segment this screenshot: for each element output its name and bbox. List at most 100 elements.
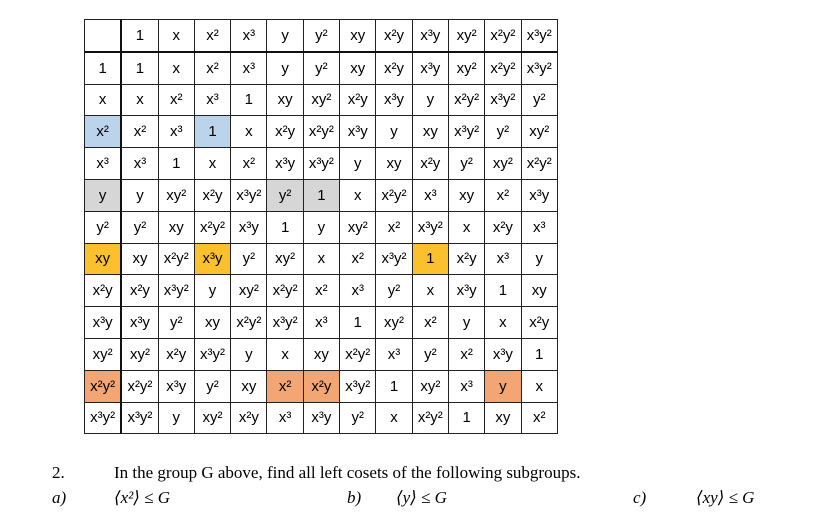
- table-cell: x²y²: [520, 147, 558, 180]
- table-cell: xy²: [411, 369, 449, 403]
- table-cell: y: [302, 210, 341, 244]
- table-cell: 1: [520, 337, 558, 371]
- part-c-subgroup: ⟨xy⟩ ≤ G: [696, 488, 755, 507]
- column-header-cell: x³: [230, 18, 268, 53]
- table-cell: x²y²: [302, 115, 341, 149]
- table-cell: x²y²: [120, 369, 159, 403]
- table-cell: y²: [157, 306, 195, 339]
- table-cell: x³: [266, 401, 304, 435]
- column-header-cell: x: [157, 18, 195, 53]
- table-row: x³y x³y y² xy x²y² x³y² x³ 1 xy² x² y x x²y: [84, 306, 558, 339]
- table-cell: xy: [302, 337, 341, 371]
- table-cell: y²: [120, 210, 159, 244]
- cayley-table: 1 x x² x³ y y² xy x²y x³y xy² x²y² x³y² 1 1 x x² x³ y y² xy…: [84, 18, 558, 435]
- column-header-cell: 1: [120, 18, 159, 53]
- table-row: 1 1 x x² x³ y y² xy x²y x³y xy² x²y² x³y²: [84, 51, 558, 85]
- table-cell: x²: [230, 147, 268, 180]
- table-row: x²y x²y x³y² y xy² x²y² x² x³ y² x x³y 1 xy: [84, 274, 558, 308]
- table-cell: x²y: [447, 242, 486, 276]
- row-header-cell: x²y: [84, 274, 123, 308]
- table-cell: x³: [484, 242, 522, 276]
- row-header-cell: x²: [84, 115, 123, 149]
- table-cell: x²y: [302, 369, 341, 403]
- table-cell: x³: [447, 369, 486, 403]
- question-text: In the group G above, find all left cose…: [114, 463, 581, 482]
- table-cell: y: [120, 178, 159, 212]
- table-cell: 1: [157, 147, 195, 180]
- table-cell: y: [193, 274, 232, 308]
- table-cell: x³y²: [120, 401, 159, 435]
- column-header-cell: y: [266, 18, 304, 53]
- table-cell: y²: [520, 83, 558, 117]
- column-header-cell: y²: [302, 18, 341, 53]
- table-cell: x²: [302, 274, 341, 308]
- table-cell: x²y²: [157, 242, 195, 276]
- table-cell: x³y: [120, 306, 159, 339]
- table-cell: x²y²: [193, 210, 232, 244]
- table-cell: x: [411, 274, 449, 308]
- table-cell: xy: [411, 115, 449, 149]
- table-cell: y²: [375, 274, 413, 308]
- table-cell: x: [375, 401, 413, 435]
- table-cell: x³: [520, 210, 558, 244]
- table-cell: xy: [375, 147, 413, 180]
- column-header-cell: x³y²: [520, 18, 558, 53]
- table-cell: y²: [193, 369, 232, 403]
- table-row: x x x² x³ 1 xy xy² x²y x³y y x²y² x³y² y²: [84, 83, 558, 117]
- table-cell: x²y: [120, 274, 159, 308]
- table-cell: x²y²: [447, 83, 486, 117]
- row-header-cell: x³y: [84, 306, 123, 339]
- table-cell: x³y: [157, 369, 195, 403]
- table-cell: 1: [193, 115, 232, 149]
- table-cell: 1: [120, 51, 159, 85]
- table-cell: xy²: [230, 274, 268, 308]
- table-cell: x: [266, 337, 304, 371]
- table-cell: x²y: [520, 306, 558, 339]
- table-cell: y: [520, 242, 558, 276]
- table-cell: x³y: [447, 274, 486, 308]
- table-cell: x²: [484, 178, 522, 212]
- table-cell: x: [120, 83, 159, 117]
- table-row: x³y² x³y² y xy² x²y x³ x³y y² x x²y² 1 xy x²: [84, 401, 558, 435]
- table-cell: y²: [230, 242, 268, 276]
- row-header-cell: 1: [84, 51, 123, 85]
- part-b-subgroup: ⟨y⟩ ≤ G: [396, 488, 447, 507]
- table-cell: y: [339, 147, 377, 180]
- table-cell: x³y²: [411, 210, 449, 244]
- table-corner-cell: [84, 18, 123, 53]
- table-cell: x³y: [375, 83, 413, 117]
- table-cell: 1: [447, 401, 486, 435]
- table-cell: xy²: [120, 337, 159, 371]
- column-header-cell: xy²: [447, 18, 486, 53]
- row-header-cell: y: [84, 178, 123, 212]
- table-cell: x³y²: [447, 115, 486, 149]
- table-cell: xy: [120, 242, 159, 276]
- row-header-cell: xy: [84, 242, 123, 276]
- table-cell: x³y: [193, 242, 232, 276]
- table-cell: y²: [302, 51, 341, 85]
- table-cell: x: [484, 306, 522, 339]
- table-cell: x³y: [302, 401, 341, 435]
- table-row: y² y² xy x²y² x³y 1 y xy² x² x³y² x x²y x³: [84, 210, 558, 244]
- table-cell: y: [447, 306, 486, 339]
- table-cell: xy: [157, 210, 195, 244]
- table-row: xy xy x²y² x³y y² xy² x x² x³y² 1 x²y x³ y: [84, 242, 558, 276]
- table-cell: x³y²: [484, 83, 522, 117]
- table-cell: x³y: [339, 115, 377, 149]
- table-cell: x²: [193, 51, 232, 85]
- table-cell: xy²: [193, 401, 232, 435]
- table-cell: 1: [230, 83, 268, 117]
- table-cell: y²: [339, 401, 377, 435]
- table-cell: x²: [520, 401, 558, 435]
- table-cell: x³y: [520, 178, 558, 212]
- table-cell: x³y²: [157, 274, 195, 308]
- table-cell: y: [157, 401, 195, 435]
- question-number: 2.: [52, 463, 65, 482]
- part-b-label: b): [347, 488, 362, 507]
- table-header-row: 1 x x² x³ y y² xy x²y x³y xy² x²y² x³y²: [84, 18, 558, 53]
- column-header-cell: x²y²: [484, 18, 522, 53]
- table-cell: x²y: [339, 83, 377, 117]
- table-cell: y: [411, 83, 449, 117]
- column-header-cell: x²: [193, 18, 232, 53]
- table-cell: x²: [411, 306, 449, 339]
